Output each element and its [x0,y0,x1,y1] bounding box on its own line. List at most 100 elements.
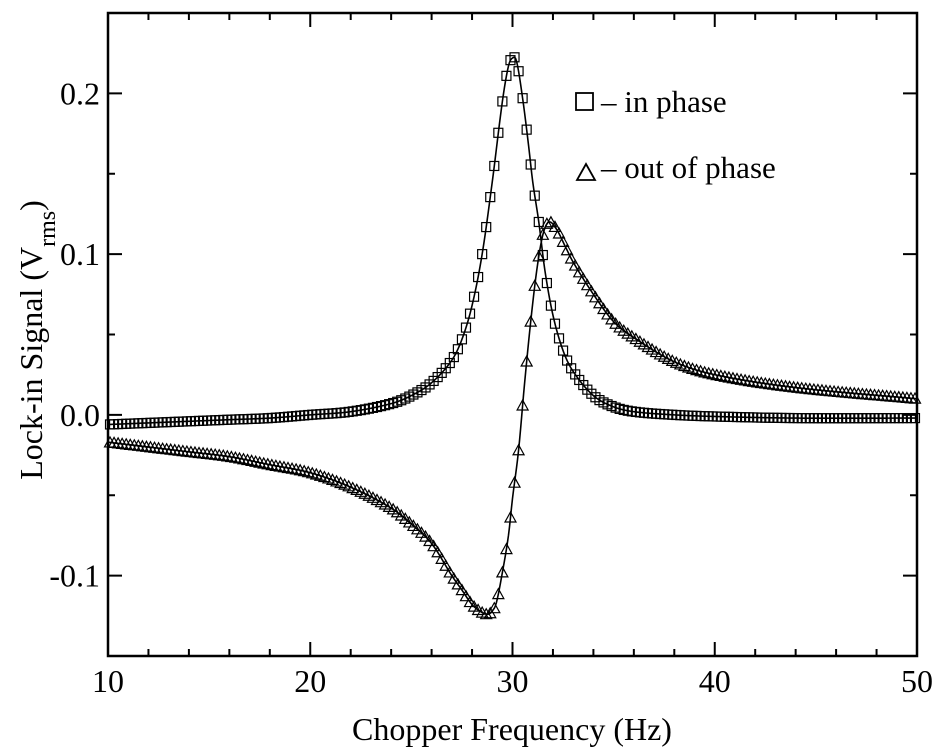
triangle-marker [273,459,287,472]
triangle-marker [685,362,700,374]
triangle-marker [447,571,461,584]
legend: – in phase – out of phase [575,84,776,185]
square-marker [473,271,484,283]
triangle-marker [439,558,453,571]
triangle-marker [738,373,752,386]
triangle-marker [908,391,922,404]
square-marker [533,216,544,228]
legend-label-in-phase: – in phase [600,84,727,119]
triangle-marker [435,552,449,564]
triangle-marker [249,455,263,467]
triangle-marker [520,354,534,367]
square-marker [541,277,552,289]
triangle-marker [309,467,323,480]
triangle-marker [451,577,465,590]
triangle-marker [568,258,582,271]
triangle-marker [463,595,477,608]
triangle-marker [289,462,303,475]
triangle-marker [552,226,566,239]
triangle-marker [495,565,509,578]
triangle-marker [564,251,578,264]
triangle-marker [508,475,522,488]
triangle-marker [718,370,732,382]
triangle-marker [544,215,558,228]
square-marker [477,249,488,260]
triangle-marker [277,460,291,473]
triangle-marker [491,587,505,600]
triangle-marker [694,364,708,377]
x-tick-label: 10 [92,663,124,699]
square-marker [513,66,524,77]
triangle-marker [690,363,704,376]
triangle-marker [576,272,590,284]
x-tick-label: 30 [497,663,529,699]
triangle-marker [584,284,598,297]
triangle-marker [726,371,740,384]
triangle-marker [742,374,756,387]
square-marker [468,291,480,302]
y-tick-label: 0.1 [60,236,100,272]
triangle-marker [596,302,611,315]
x-tick-label: 50 [901,663,933,699]
triangle-marker [536,228,550,240]
square-marker [485,192,496,203]
triangle-marker [714,369,728,382]
triangle-marker [487,601,501,614]
square-marker [452,344,463,355]
triangle-marker [601,307,615,320]
square-marker [460,322,472,333]
y-axis-label: Lock-in Signal (Vrms) [13,200,61,480]
triangle-marker [548,220,562,233]
square-marker [481,221,492,233]
triangle-marker [722,370,736,383]
square-marker [537,249,548,261]
triangle-marker [455,583,469,596]
x-axis-label: Chopper Frequency (Hz) [352,711,672,747]
triangle-marker [245,454,259,467]
triangle-marker [524,314,538,327]
triangle-marker [730,372,744,385]
triangle-marker [313,469,327,481]
legend-label-out-of-phase: – out of phase [600,150,776,185]
triangle-marker [236,452,251,465]
triangle-marker [532,249,546,262]
triangle-marker [224,450,238,463]
triangle-marker [317,470,331,483]
triangle-marker [580,278,594,291]
triangle-marker [443,565,457,578]
triangle-marker [479,607,493,620]
square-marker [501,70,512,81]
triangle-marker [228,450,242,463]
square-marker [517,93,528,104]
triangle-marker [459,589,473,602]
fit-line-square [107,56,917,426]
triangle-marker [750,375,764,388]
square-marker [909,412,921,424]
triangle-marker [734,372,748,385]
triangle-marker [572,265,586,278]
triangle-marker [305,466,319,479]
square-marker [493,127,504,138]
triangle-marker [706,367,720,380]
square-marker [464,308,476,319]
square-marker [497,96,508,107]
triangle-marker [528,279,542,291]
triangle-marker [427,539,441,552]
axis-ticks: 10 20 30 40 50 -0.1 0.0 0.1 0.2 [49,13,933,699]
y-tick-label: -0.1 [49,558,100,594]
square-marker [456,334,468,345]
triangle-marker [232,451,246,464]
square-marker [489,160,500,172]
triangle-marker [516,398,530,411]
legend-triangle-marker [575,162,597,181]
triangle-marker [681,360,695,373]
triangle-marker [588,290,602,303]
triangle-marker [220,449,234,462]
square-marker [545,300,557,311]
triangle-marker [605,312,619,325]
triangle-marker [560,243,574,256]
triangle-marker [269,459,283,471]
triangle-marker [293,463,307,476]
triangle-marker [503,510,517,523]
x-tick-label: 40 [699,663,731,699]
